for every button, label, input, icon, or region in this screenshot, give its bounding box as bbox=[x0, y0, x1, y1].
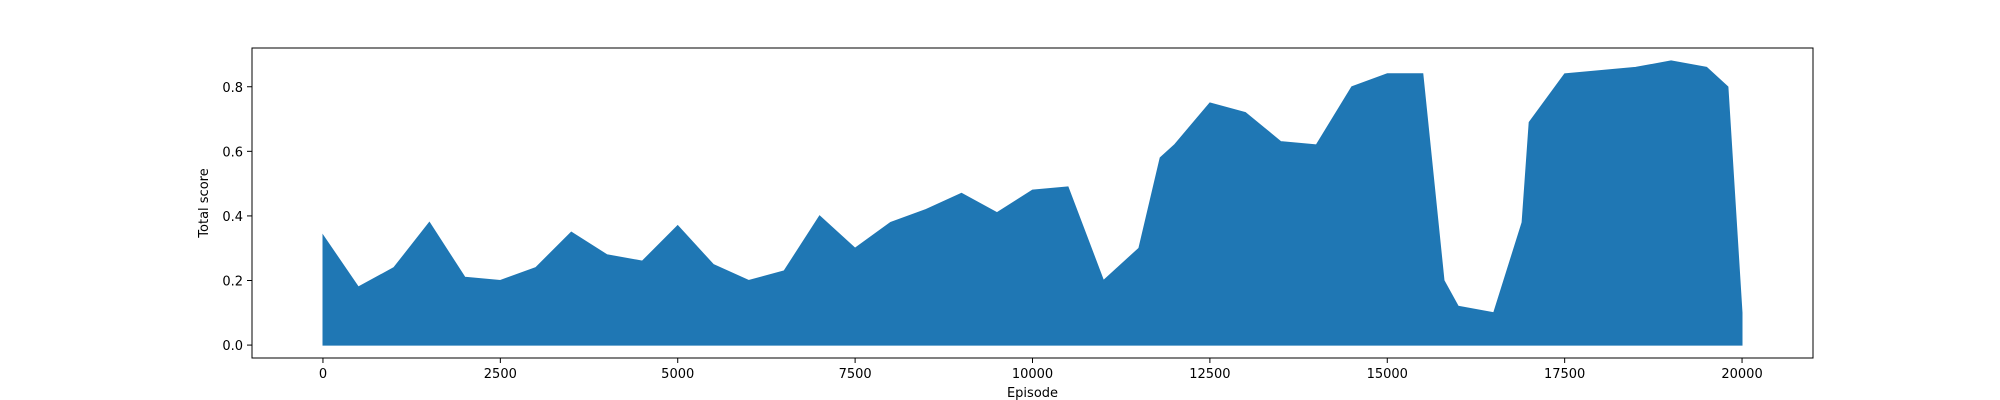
x-tick-label: 20000 bbox=[1721, 367, 1762, 382]
x-tick-label: 15000 bbox=[1367, 367, 1408, 382]
x-tick-label: 12500 bbox=[1189, 367, 1230, 382]
x-tick-label: 17500 bbox=[1544, 367, 1585, 382]
x-tick-label: 0 bbox=[319, 367, 327, 382]
x-tick-label: 7500 bbox=[839, 367, 872, 382]
plot-area bbox=[322, 60, 1743, 346]
x-axis-label: Episode bbox=[1007, 386, 1058, 400]
y-axis-label: Total score bbox=[197, 168, 212, 238]
y-tick-label: 0.4 bbox=[222, 210, 243, 225]
x-tick-label: 5000 bbox=[661, 367, 694, 382]
x-tick-label: 2500 bbox=[484, 367, 517, 382]
y-tick-label: 0.0 bbox=[222, 339, 243, 354]
x-axis-ticks: 0 2500 5000 7500 10000 12500 15000 17500 20000 bbox=[319, 358, 1763, 382]
x-tick-label: 10000 bbox=[1012, 367, 1053, 382]
series-0-line bbox=[322, 60, 1743, 346]
y-tick-label: 0.2 bbox=[222, 275, 243, 290]
y-axis-ticks: 0.0 0.2 0.4 0.6 0.8 bbox=[222, 81, 252, 354]
y-tick-label: 0.8 bbox=[222, 81, 243, 96]
plot-frame bbox=[251, 47, 1814, 359]
y-tick-label: 0.6 bbox=[222, 145, 243, 160]
